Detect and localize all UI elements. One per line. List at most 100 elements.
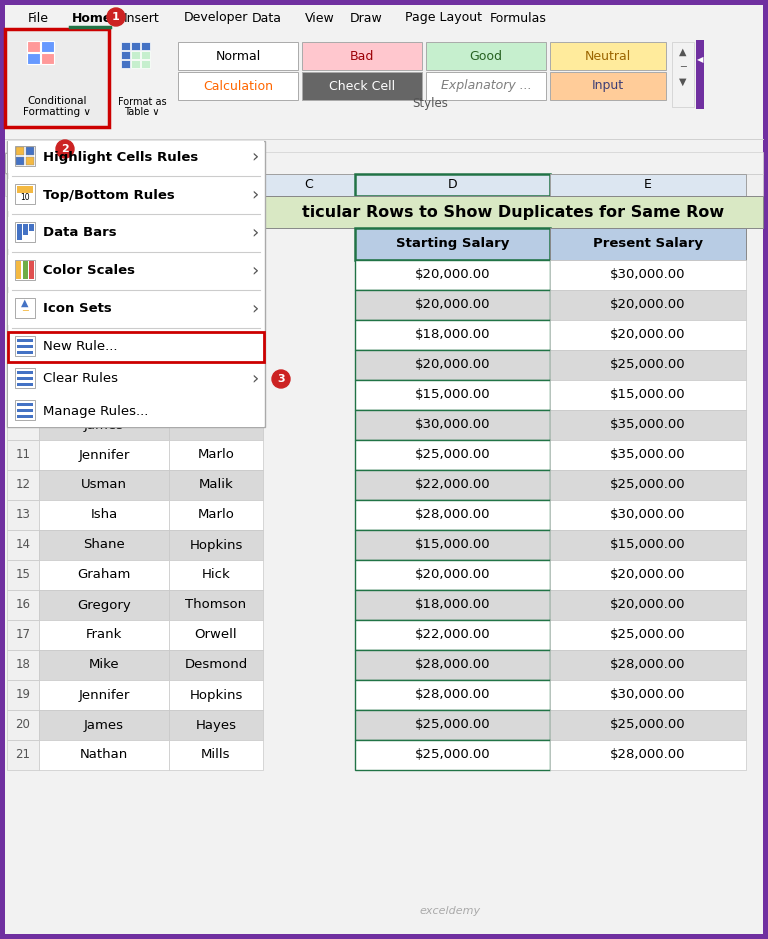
- Text: $20,000.00: $20,000.00: [415, 568, 490, 581]
- Bar: [5, 174, 763, 196]
- Text: Mike: Mike: [88, 658, 119, 671]
- Bar: [169, 560, 263, 590]
- Bar: [17, 351, 33, 353]
- Bar: [16, 147, 24, 155]
- Bar: [131, 60, 140, 68]
- Bar: [550, 72, 666, 100]
- Bar: [169, 440, 263, 470]
- Text: Present Salary: Present Salary: [593, 238, 703, 251]
- Text: 8: 8: [19, 359, 27, 372]
- Bar: [550, 500, 746, 530]
- Text: Color Scales: Color Scales: [43, 265, 135, 278]
- Bar: [550, 560, 746, 590]
- Text: 17: 17: [15, 628, 31, 641]
- Text: View: View: [305, 11, 335, 24]
- Bar: [39, 228, 169, 260]
- Bar: [355, 530, 550, 560]
- Bar: [39, 650, 169, 680]
- Text: ›: ›: [251, 148, 259, 166]
- Bar: [7, 590, 39, 620]
- Bar: [355, 320, 550, 350]
- Text: 20: 20: [15, 718, 31, 731]
- Bar: [169, 620, 263, 650]
- Bar: [7, 228, 39, 260]
- Bar: [7, 440, 39, 470]
- Bar: [26, 157, 34, 165]
- Text: $18,000.00: $18,000.00: [415, 598, 490, 611]
- Text: Good: Good: [469, 50, 502, 63]
- Text: Hayes: Hayes: [196, 389, 237, 402]
- Bar: [169, 530, 263, 560]
- Bar: [355, 410, 550, 440]
- Bar: [23, 224, 28, 235]
- Text: Shepherd: Shepherd: [184, 359, 248, 372]
- Bar: [550, 680, 746, 710]
- Bar: [169, 350, 263, 380]
- Text: fx: fx: [104, 157, 116, 170]
- Bar: [7, 500, 39, 530]
- Text: Jennifer: Jennifer: [78, 449, 130, 461]
- Text: Check Cell: Check Cell: [329, 80, 395, 93]
- Bar: [5, 152, 763, 174]
- Text: Gregory: Gregory: [77, 598, 131, 611]
- Text: $20,000.00: $20,000.00: [611, 598, 686, 611]
- Bar: [550, 42, 666, 70]
- Bar: [426, 72, 546, 100]
- Text: Page Layout: Page Layout: [405, 11, 482, 24]
- Text: Hopkins: Hopkins: [190, 538, 243, 551]
- Bar: [15, 184, 35, 204]
- Text: $15,000.00: $15,000.00: [611, 389, 686, 402]
- Text: 10: 10: [20, 193, 30, 203]
- Bar: [7, 410, 39, 440]
- Bar: [23, 261, 28, 279]
- Circle shape: [272, 370, 290, 388]
- Text: Table ∨: Table ∨: [124, 107, 160, 117]
- Text: Marlo: Marlo: [197, 509, 234, 521]
- Bar: [550, 410, 746, 440]
- Bar: [39, 620, 169, 650]
- Text: 18: 18: [15, 658, 31, 671]
- Text: $25,000.00: $25,000.00: [415, 449, 490, 461]
- Text: Neutral: Neutral: [585, 50, 631, 63]
- Bar: [8, 217, 264, 249]
- Bar: [696, 40, 704, 109]
- Bar: [17, 224, 22, 240]
- Text: ─: ─: [680, 62, 686, 72]
- Bar: [169, 650, 263, 680]
- Bar: [550, 174, 746, 196]
- Text: $25,000.00: $25,000.00: [611, 359, 686, 372]
- Text: Bad: Bad: [349, 50, 374, 63]
- Text: Starting Salary: Starting Salary: [396, 238, 509, 251]
- Text: Calculation: Calculation: [203, 80, 273, 93]
- Circle shape: [56, 140, 74, 158]
- Bar: [263, 196, 763, 228]
- Text: $15,000.00: $15,000.00: [611, 538, 686, 551]
- Bar: [169, 500, 263, 530]
- Text: Developer: Developer: [184, 11, 248, 24]
- Bar: [302, 42, 422, 70]
- Text: Input: Input: [592, 80, 624, 93]
- Text: Top/Bottom Rules: Top/Bottom Rules: [43, 189, 175, 202]
- Bar: [39, 530, 169, 560]
- Bar: [355, 620, 550, 650]
- Bar: [355, 500, 550, 530]
- Bar: [550, 470, 746, 500]
- Bar: [39, 350, 169, 380]
- Text: $20,000.00: $20,000.00: [611, 329, 686, 342]
- Bar: [113, 35, 171, 120]
- Text: Morris: Morris: [196, 269, 237, 282]
- Text: ◀: ◀: [697, 55, 703, 65]
- Bar: [15, 260, 35, 280]
- Bar: [355, 680, 550, 710]
- Bar: [17, 377, 33, 379]
- Bar: [8, 293, 264, 325]
- Text: Desmond: Desmond: [184, 658, 247, 671]
- Text: 11: 11: [15, 449, 31, 461]
- Bar: [355, 228, 550, 260]
- Text: $18,000.00: $18,000.00: [415, 329, 490, 342]
- Bar: [7, 260, 39, 290]
- Text: New Rule...: New Rule...: [43, 341, 118, 353]
- Text: exceldemy: exceldemy: [419, 906, 481, 916]
- Bar: [169, 470, 263, 500]
- Text: $25,000.00: $25,000.00: [415, 748, 490, 762]
